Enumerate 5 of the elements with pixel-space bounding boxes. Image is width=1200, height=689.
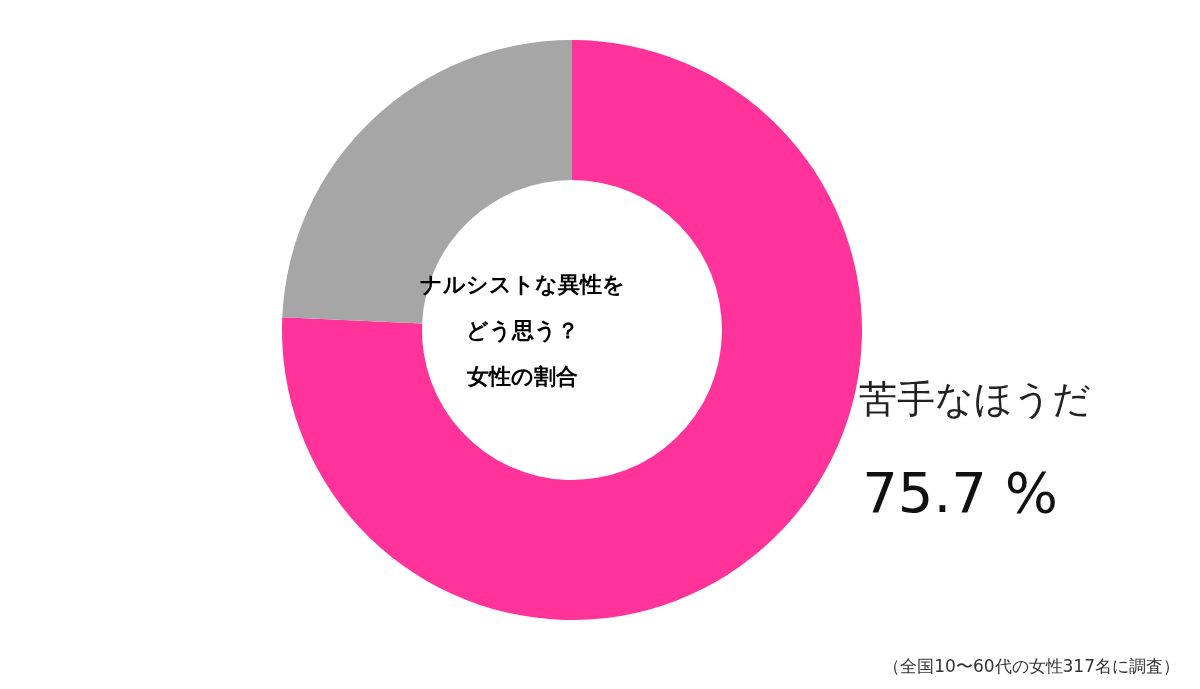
text: ナルシストな異性をどう思う？ <box>419 272 625 343</box>
data-label: 75.7 % <box>862 460 1058 525</box>
text: （全国10〜60代の女性317名に調査） <box>883 656 1180 676</box>
text: 女性の割合 <box>465 364 578 389</box>
slice-label: 苦手なほうだ <box>859 377 1091 421</box>
